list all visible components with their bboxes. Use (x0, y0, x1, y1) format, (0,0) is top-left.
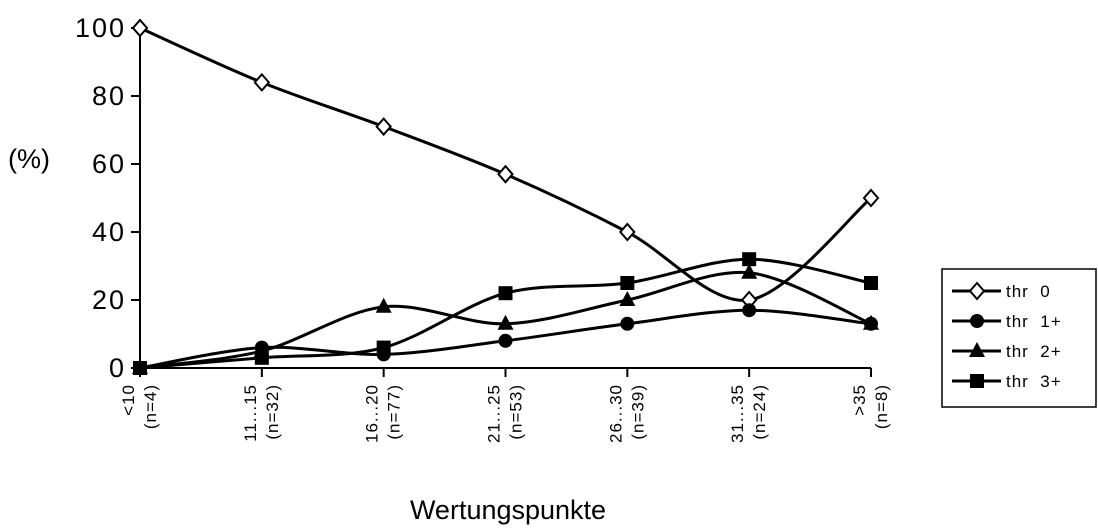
y-tick-label: 20 (92, 285, 126, 315)
data-point-marker (497, 164, 514, 184)
y-axis-label: (%) (8, 144, 50, 174)
x-tick-label: <10 (119, 384, 138, 416)
y-tick-label: 80 (92, 81, 126, 111)
data-point-marker (619, 222, 636, 242)
data-point-marker (497, 314, 514, 330)
data-point-marker (253, 72, 271, 92)
data-point-marker (375, 117, 392, 137)
x-tick-count: (n=4) (141, 384, 160, 429)
data-point-marker (742, 252, 757, 267)
legend-marker (969, 342, 985, 357)
y-tick-label: 0 (109, 353, 126, 383)
y-tick-label: 100 (75, 13, 126, 43)
legend-label: thr 1+ (1006, 312, 1062, 331)
data-point-marker (498, 286, 513, 301)
axes: 0 20 40 60 80 100 <10 (n=4) 11...15 (n=32) 16...20… (75, 13, 891, 443)
legend: thr 0 thr 1+ thr 2+ thr 3+ (941, 268, 1097, 408)
x-tick-count: (n=32) (263, 384, 282, 440)
x-tick-label: 31...35 (728, 384, 747, 443)
legend-label: thr 3+ (1006, 372, 1062, 391)
data-point-marker (620, 276, 635, 290)
y-tick-label: 60 (92, 149, 126, 179)
x-tick-label: 26...30 (606, 384, 625, 443)
series-markers (131, 18, 880, 375)
legend-marker (970, 374, 984, 388)
data-point-marker (498, 333, 513, 348)
x-tick-count: (n=8) (872, 384, 891, 429)
legend-label: thr 2+ (1006, 342, 1062, 361)
data-point-marker (376, 340, 391, 355)
x-axis-label: Wertungspunkte (410, 495, 606, 525)
data-point-marker (619, 291, 636, 306)
data-point-marker (620, 316, 635, 331)
x-tick-count: (n=53) (507, 384, 526, 440)
data-point-marker (133, 361, 147, 375)
data-point-marker (254, 350, 269, 365)
data-point-marker (375, 297, 392, 313)
data-point-marker (863, 314, 879, 330)
data-point-marker (742, 303, 757, 318)
data-point-marker (864, 276, 878, 290)
x-tick-label: 16...20 (363, 384, 382, 443)
x-tick-count: (n=39) (628, 384, 647, 440)
legend-marker (970, 314, 984, 328)
legend-marker (968, 281, 986, 301)
x-tick-label: 11...15 (241, 384, 260, 442)
x-tick-label: >35 (850, 384, 869, 416)
x-tick-label: 21...25 (485, 384, 504, 443)
x-tick-count: (n=24) (750, 384, 769, 440)
legend-label: thr 0 (1006, 282, 1051, 301)
x-tick-count: (n=77) (385, 384, 404, 440)
data-point-marker (741, 263, 758, 279)
data-point-marker (862, 188, 880, 208)
data-point-marker (131, 18, 149, 38)
y-tick-label: 40 (92, 217, 126, 247)
